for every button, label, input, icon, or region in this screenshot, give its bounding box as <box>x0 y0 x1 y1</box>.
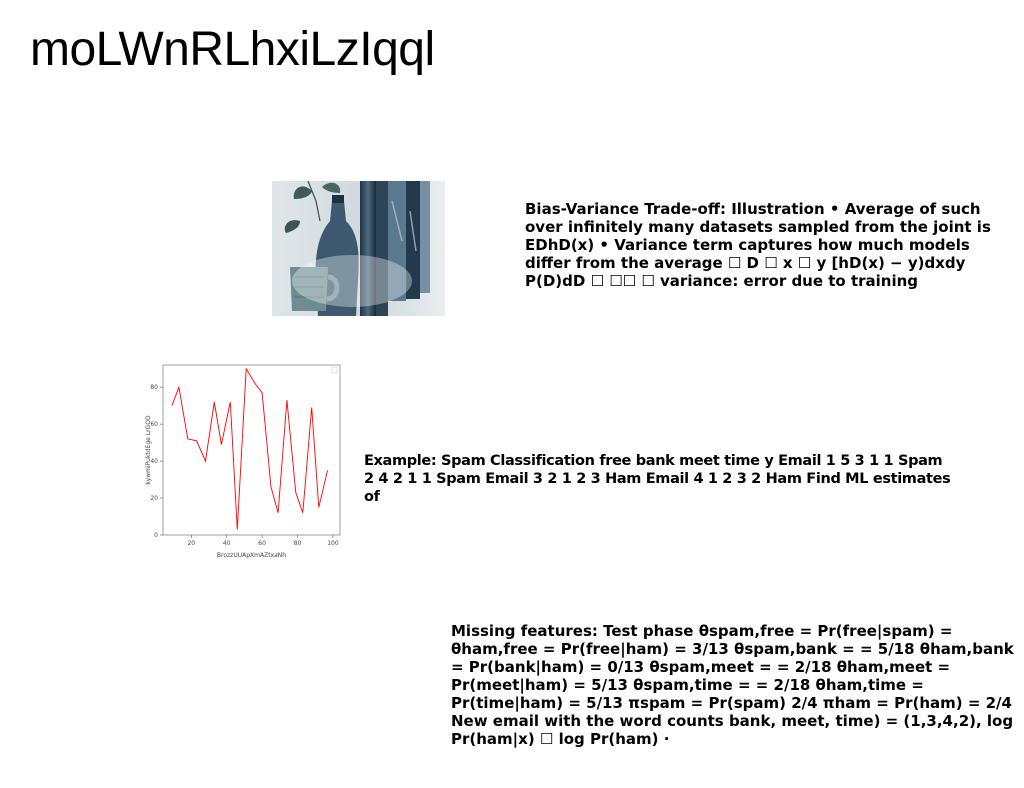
y-tick-label: 20 <box>150 495 158 502</box>
spam-example-paragraph: Example: Spam Classification free bank m… <box>364 453 951 505</box>
series-line <box>171 367 329 530</box>
y-tick-label: 60 <box>150 421 158 428</box>
x-tick-label: 60 <box>258 540 266 547</box>
x-tick-label: 80 <box>294 540 302 547</box>
page-title: moLWnRLhxiLzIqql <box>30 23 435 76</box>
x-tick-label: 40 <box>223 540 231 547</box>
photo-still-life-icon <box>272 181 445 316</box>
y-tick-label: 80 <box>150 384 158 391</box>
photo-image <box>272 181 445 316</box>
plot-frame <box>162 364 341 536</box>
x-axis-label: BrozzUUApXmAZtxaNh <box>217 552 286 559</box>
corner-marker <box>331 366 338 374</box>
y-tick-label: 40 <box>150 458 158 465</box>
y-axis-label: kywmiPuktdEge LrGOD <box>145 415 152 485</box>
x-tick-label: 100 <box>327 540 339 547</box>
missing-features-paragraph: Missing features: Test phase θspam,free … <box>451 622 1014 748</box>
line-chart: 0 20 40 60 80 20 40 60 80 100 BrozzUUApXmAZtxaNh… <box>145 364 341 559</box>
y-tick-label: 0 <box>154 532 158 539</box>
bias-variance-paragraph: Bias-Variance Trade-off: Illustration • … <box>525 200 991 290</box>
x-tick-label: 20 <box>187 540 195 547</box>
